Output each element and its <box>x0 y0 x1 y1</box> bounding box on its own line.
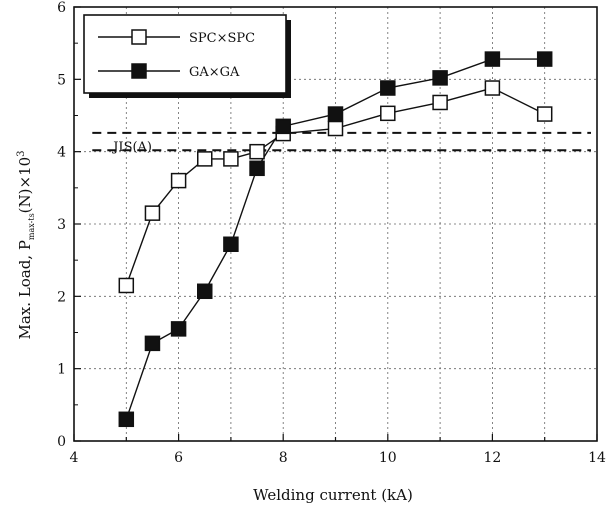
data-point <box>327 120 344 137</box>
data-point <box>484 51 501 67</box>
legend-box <box>83 14 287 94</box>
data-point <box>170 321 187 337</box>
data-point <box>432 70 448 86</box>
y-axis-label-subscript: max-ts <box>27 213 36 240</box>
legend: SPC×SPC GA×GA <box>83 14 291 98</box>
data-point <box>197 151 213 167</box>
grid <box>74 7 597 441</box>
x-tick-label: 8 <box>279 450 288 466</box>
data-point <box>380 80 396 96</box>
y-axis-label: Max. Load, Pmax-ts(N)×103 <box>16 150 36 339</box>
legend-label: GA×GA <box>189 65 240 80</box>
axis-ticks <box>73 6 598 442</box>
data-point <box>118 277 135 294</box>
series-markers <box>118 51 553 428</box>
x-tick-label: 4 <box>70 450 79 466</box>
y-tick-label: 2 <box>57 289 66 305</box>
data-point <box>432 94 448 111</box>
data-point <box>380 105 396 122</box>
data-point <box>536 106 553 122</box>
data-point <box>223 236 239 253</box>
x-tick-label: 6 <box>174 450 183 466</box>
x-tick-label: 14 <box>588 450 606 466</box>
data-point <box>249 160 265 177</box>
y-tick-label: 1 <box>57 362 66 378</box>
data-point <box>144 335 161 352</box>
data-point <box>484 80 501 96</box>
legend-label: SPC×SPC <box>189 31 255 46</box>
y-tick-label: 4 <box>57 145 66 161</box>
data-point <box>275 118 291 135</box>
y-tick-label: 3 <box>57 217 66 233</box>
data-point <box>536 51 553 67</box>
data-point <box>249 143 265 160</box>
y-axis-label-main: Max. Load, P <box>16 240 34 339</box>
legend-marker <box>131 29 147 45</box>
data-point <box>327 106 344 122</box>
y-tick-label: 6 <box>57 0 66 16</box>
y-tick-label: 5 <box>57 72 66 88</box>
data-point <box>170 172 187 189</box>
x-tick-label: 10 <box>379 450 397 466</box>
y-axis-label-exponent: 3 <box>16 150 27 156</box>
y-axis-label-unit: (N)×10 <box>16 157 34 213</box>
x-axis-label: Welding current (kA) <box>253 486 413 504</box>
data-point <box>223 151 239 167</box>
legend-marker <box>131 63 147 79</box>
y-tick-label: 0 <box>57 434 66 450</box>
data-point <box>144 205 161 221</box>
data-point <box>197 283 213 300</box>
x-tick-label: 12 <box>483 450 501 466</box>
reference-line-label: JIS(A) <box>111 140 152 155</box>
reference-lines: JIS(A) <box>92 131 591 155</box>
data-point <box>118 411 135 428</box>
